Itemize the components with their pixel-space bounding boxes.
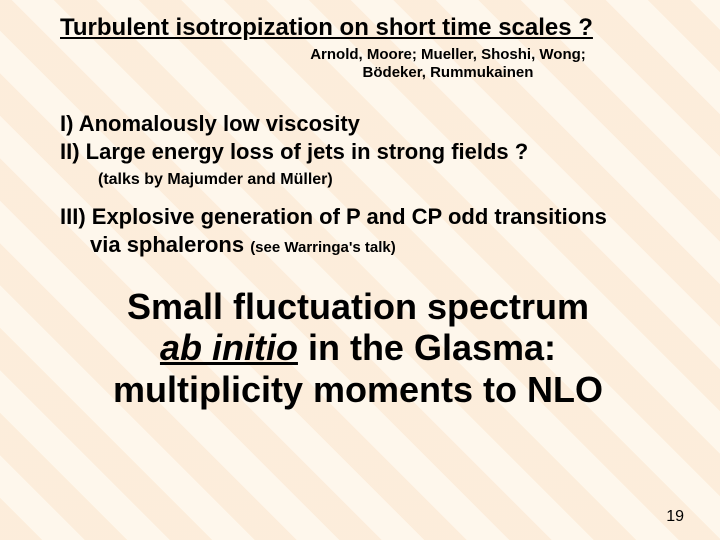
conclusion-line-3: multiplicity moments to NLO [60, 369, 656, 410]
bullet-3: III) Explosive generation of P and CP od… [60, 203, 696, 258]
bullet-1: I) Anomalously low viscosity [60, 110, 696, 138]
authors-line-1: Arnold, Moore; Mueller, Shoshi, Wong; [310, 46, 586, 63]
bullet-3-line-2: via sphalerons (see Warringa's talk) [60, 231, 696, 259]
authors-block: Arnold, Moore; Mueller, Shoshi, Wong; Bö… [260, 46, 636, 82]
bullet-3-line-2-text: via sphalerons [90, 232, 250, 257]
conclusion-line-2b: in the Glasma: [298, 327, 556, 368]
conclusion-line-1: Small fluctuation spectrum [60, 286, 656, 327]
conclusion-emph: ab initio [160, 327, 298, 368]
conclusion-block: Small fluctuation spectrum ab initio in … [60, 286, 696, 410]
slide: Turbulent isotropization on short time s… [0, 0, 720, 540]
bullet-list: I) Anomalously low viscosity II) Large e… [60, 110, 696, 165]
bullet-2: II) Large energy loss of jets in strong … [60, 138, 696, 166]
slide-title: Turbulent isotropization on short time s… [60, 14, 696, 42]
page-number: 19 [666, 508, 684, 526]
talks-note-2: (see Warringa's talk) [250, 239, 396, 256]
bullet-3-line-1: III) Explosive generation of P and CP od… [60, 203, 696, 231]
authors-line-2: Bödeker, Rummukainen [363, 64, 534, 81]
talks-note-1: (talks by Majumder and Müller) [98, 171, 696, 189]
conclusion-line-2: ab initio in the Glasma: [60, 327, 656, 368]
